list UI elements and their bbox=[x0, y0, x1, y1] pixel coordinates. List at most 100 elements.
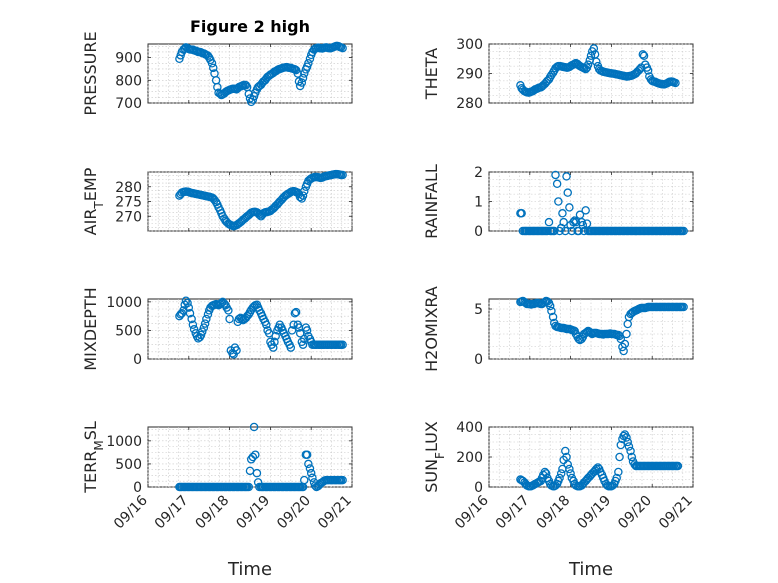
data-point bbox=[306, 468, 316, 478]
y-tick-label: 275 bbox=[115, 195, 142, 211]
data-point bbox=[184, 303, 194, 312]
data-point bbox=[566, 469, 575, 478]
x-tick-label: 09/17 bbox=[493, 493, 533, 533]
grid-lines bbox=[488, 299, 694, 360]
data-point bbox=[213, 82, 222, 92]
y-axis-label: PRESSURE bbox=[81, 31, 100, 115]
data-point bbox=[679, 226, 688, 236]
data-point bbox=[624, 442, 634, 451]
subplot-h2omixra: 0 5 H2OMIXRA bbox=[422, 286, 694, 372]
data-point bbox=[271, 331, 280, 341]
x-tick-label: 09/19 bbox=[574, 493, 614, 533]
data-series bbox=[516, 44, 680, 97]
data-point bbox=[298, 73, 308, 83]
x-tick-label: 09/18 bbox=[193, 493, 233, 533]
data-point bbox=[583, 60, 593, 69]
data-point bbox=[286, 343, 296, 352]
data-point bbox=[298, 340, 308, 349]
x-axis-label: Time bbox=[227, 559, 272, 580]
data-point bbox=[545, 301, 555, 311]
data-point bbox=[547, 306, 556, 316]
data-point bbox=[302, 450, 312, 459]
subplot-rainfall: 0 1 2 RAINFALL bbox=[422, 164, 694, 240]
data-point bbox=[338, 43, 347, 53]
y-tick-label: 700 bbox=[115, 96, 142, 112]
data-point bbox=[338, 340, 347, 349]
y-tick-label: 0 bbox=[133, 352, 142, 368]
y-tick-label: 0 bbox=[474, 224, 483, 240]
y-tick-label: 1000 bbox=[106, 434, 142, 450]
data-point bbox=[269, 343, 278, 352]
data-point bbox=[569, 217, 578, 227]
y-axis-label: H2OMIXRA bbox=[422, 286, 441, 372]
data-point bbox=[551, 481, 560, 490]
data-point bbox=[563, 460, 572, 469]
data-point bbox=[198, 327, 207, 336]
subplot-theta: 280 290 300 THETA bbox=[422, 37, 694, 112]
data-point bbox=[210, 195, 219, 205]
subplot-pressure: 700 800 900 PRESSURE bbox=[81, 31, 353, 116]
data-point bbox=[555, 473, 564, 483]
data-point bbox=[626, 446, 635, 456]
y-tick-label: 0 bbox=[474, 352, 483, 368]
data-point bbox=[270, 337, 279, 347]
data-point bbox=[185, 309, 195, 318]
data-point bbox=[293, 69, 302, 78]
data-point bbox=[189, 325, 199, 334]
data-point bbox=[638, 50, 648, 59]
data-point bbox=[297, 78, 307, 87]
data-point bbox=[302, 326, 312, 335]
y-tick-label: 1000 bbox=[106, 295, 142, 311]
data-point bbox=[262, 320, 271, 329]
data-point bbox=[551, 170, 560, 180]
x-tick-label: 09/17 bbox=[152, 493, 192, 533]
data-point bbox=[248, 452, 258, 462]
data-point bbox=[559, 217, 568, 227]
data-point bbox=[643, 66, 653, 75]
data-point bbox=[574, 334, 584, 344]
x-tick-label: 09/20 bbox=[274, 493, 314, 533]
data-point bbox=[616, 334, 626, 344]
data-point bbox=[561, 446, 570, 456]
data-point bbox=[552, 179, 562, 189]
data-point bbox=[187, 314, 196, 324]
data-series bbox=[516, 296, 688, 356]
data-point bbox=[581, 64, 590, 74]
data-point bbox=[291, 307, 301, 317]
y-axis-label: AIRTEMP bbox=[81, 167, 106, 235]
x-tick-label: 09/21 bbox=[656, 493, 696, 533]
y-axis-label: SUNFLUX bbox=[422, 421, 447, 493]
subplot-sun-flux: 0 200 400 09/16 09/17 09/18 09/19 09/20 09/21 SUN… bbox=[422, 420, 696, 580]
data-point bbox=[295, 329, 305, 338]
data-point bbox=[623, 437, 632, 447]
data-point bbox=[179, 45, 188, 54]
data-point bbox=[252, 468, 262, 478]
data-point bbox=[571, 217, 581, 227]
data-point bbox=[304, 59, 313, 68]
figure-title: Figure 2 high bbox=[190, 17, 310, 36]
data-point bbox=[244, 482, 254, 492]
subplot-terr-msl: 0 500 1000 09/16 09/17 09/18 09/19 09/20 09/21 TE… bbox=[81, 421, 355, 580]
data-point bbox=[562, 172, 571, 181]
y-tick-label: 400 bbox=[456, 420, 483, 436]
data-point bbox=[300, 186, 309, 196]
subplot-mixdepth: 0 500 1000 MIXDEPTH bbox=[81, 287, 353, 371]
data-point bbox=[639, 51, 649, 61]
data-point bbox=[581, 206, 590, 215]
y-tick-label: 200 bbox=[456, 450, 483, 466]
data-point bbox=[183, 298, 192, 308]
data-point bbox=[202, 314, 211, 324]
data-point bbox=[249, 422, 259, 432]
data-point bbox=[671, 78, 680, 88]
data-point bbox=[608, 481, 617, 490]
y-tick-label: 280 bbox=[456, 96, 483, 112]
x-tick-label: 09/21 bbox=[315, 493, 355, 533]
data-point bbox=[565, 203, 574, 212]
data-point bbox=[543, 297, 552, 306]
y-axis-label: RAINFALL bbox=[422, 164, 441, 239]
data-point bbox=[561, 226, 570, 236]
data-point bbox=[593, 463, 603, 472]
data-point bbox=[541, 469, 551, 478]
x-tick-label: 09/19 bbox=[233, 493, 273, 533]
